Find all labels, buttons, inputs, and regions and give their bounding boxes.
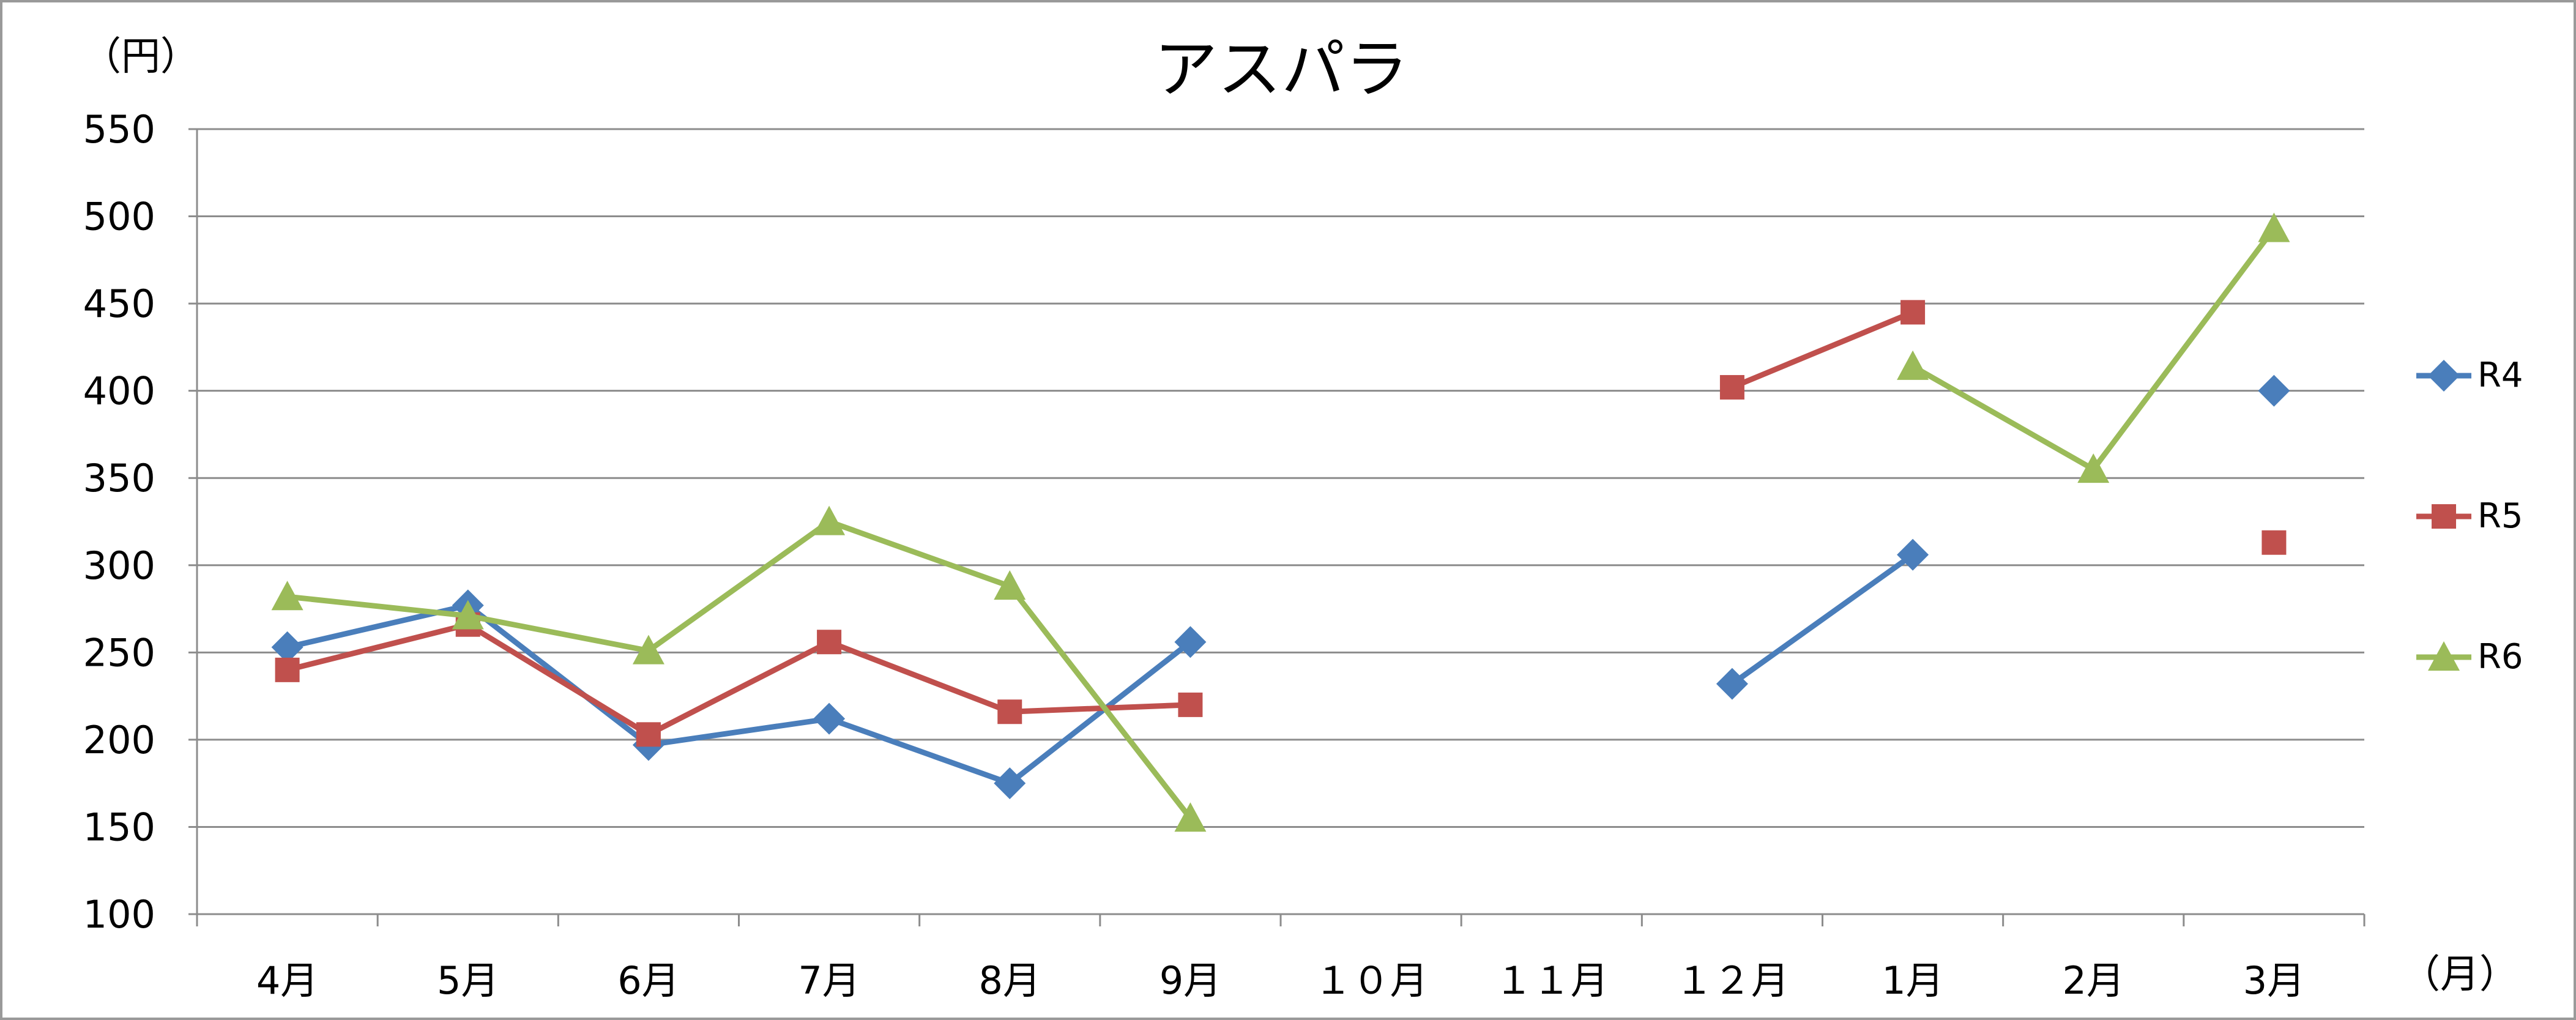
series-R5-point-5 <box>1178 692 1203 717</box>
series-R4-segment-1 <box>465 602 652 748</box>
series-R4-point-8 <box>1716 668 1748 700</box>
y-axis-unit-label: （円） <box>82 34 199 80</box>
series-layer <box>271 212 2290 832</box>
series-R4-point-3 <box>813 702 846 735</box>
series-R6-segment-4 <box>1007 583 1193 821</box>
series-R4 <box>271 374 2290 800</box>
series-R5-segment-3 <box>826 639 1013 715</box>
x-tick-label-9: 1月 <box>1882 958 1943 1003</box>
series-R6-point-11 <box>2258 212 2290 242</box>
legend-item-R6: R6 <box>2416 637 2523 677</box>
series-R5 <box>275 300 2287 747</box>
series-R6-segment-10 <box>2090 226 2277 472</box>
series-R5-point-2 <box>636 722 661 747</box>
series-R5-segment-0 <box>285 622 471 673</box>
series-R6-segment-3 <box>826 519 1013 589</box>
x-tick-label-5: 9月 <box>1160 958 1221 1003</box>
series-R4-segment-3 <box>826 716 1013 786</box>
legend-marker-R5 <box>2432 504 2456 529</box>
y-tick-label-350: 350 <box>83 456 155 501</box>
y-tick-label-400: 400 <box>83 369 155 414</box>
x-tick-label-7: １１月 <box>1495 958 1609 1003</box>
series-R4-point-0 <box>271 631 303 663</box>
y-tick-label-450: 450 <box>83 281 155 326</box>
x-tick-label-2: 6月 <box>617 958 679 1003</box>
series-R6-point-9 <box>1897 350 1929 380</box>
series-R5-point-9 <box>1900 300 1926 325</box>
chart-title: アスパラ <box>1154 32 1409 106</box>
x-tick-label-4: 8月 <box>979 958 1041 1003</box>
series-R6-point-10 <box>2077 453 2110 483</box>
series-R4-segment-8 <box>1729 552 1916 687</box>
y-tick-label-250: 250 <box>83 630 155 675</box>
series-R5-point-8 <box>1719 374 1744 400</box>
series-R6-point-5 <box>1174 802 1207 832</box>
grid-layer <box>188 128 2364 915</box>
series-R5-segment-4 <box>1007 702 1193 715</box>
series-R6-segment-1 <box>465 612 652 653</box>
x-tick-label-1: 5月 <box>437 958 499 1003</box>
series-R6-point-2 <box>632 635 664 664</box>
series-R4-point-11 <box>2258 374 2290 407</box>
series-R6-point-1 <box>452 600 484 630</box>
y-tick-label-300: 300 <box>83 543 155 588</box>
y-tick-label-150: 150 <box>83 805 155 849</box>
x-tick-label-6: １０月 <box>1314 958 1428 1003</box>
legend: R4 R5 R6 <box>2416 356 2523 677</box>
y-tick-label-550: 550 <box>83 107 155 152</box>
series-R4-point-4 <box>994 767 1026 800</box>
legend-marker-R6 <box>2428 641 2460 671</box>
series-R5-point-3 <box>817 630 842 655</box>
series-R5-segment-1 <box>465 622 652 737</box>
series-R6 <box>271 212 2290 832</box>
legend-label-R5: R5 <box>2477 496 2523 536</box>
y-tick-label-500: 500 <box>83 195 155 239</box>
series-R4-point-5 <box>1174 626 1207 658</box>
x-tick-label-0: 4月 <box>256 958 318 1003</box>
series-R4-segment-4 <box>1007 639 1193 786</box>
x-tick-label-3: 7月 <box>798 958 860 1003</box>
series-R5-segment-2 <box>646 639 832 737</box>
series-R6-point-4 <box>994 570 1026 600</box>
series-R5-point-0 <box>275 657 300 682</box>
legend-item-R5: R5 <box>2416 496 2523 536</box>
legend-marker-R4 <box>2428 360 2460 392</box>
legend-item-R4: R4 <box>2416 356 2523 395</box>
legend-label-R4: R4 <box>2477 356 2523 395</box>
series-R6-point-3 <box>813 505 846 535</box>
series-R5-segment-8 <box>1729 309 1916 390</box>
series-R6-segment-2 <box>646 519 832 653</box>
series-R6-segment-0 <box>285 594 471 619</box>
series-R6-point-0 <box>271 581 303 611</box>
x-axis-unit-label: （月） <box>2401 952 2518 997</box>
y-tick-label-100: 100 <box>83 892 155 937</box>
series-R5-point-4 <box>997 699 1022 724</box>
y-tick-label-200: 200 <box>83 718 155 762</box>
series-R5-point-11 <box>2261 530 2287 555</box>
x-tick-label-8: １２月 <box>1675 958 1789 1003</box>
series-R4-point-9 <box>1897 538 1929 571</box>
legend-label-R6: R6 <box>2477 637 2523 677</box>
axis-layer: 100 150 200 250 300 350 400 450 500 550 4月 5月 6月 7月 8月… <box>83 107 2366 1003</box>
series-R6-segment-9 <box>1910 363 2096 472</box>
x-tick-label-11: 3月 <box>2243 958 2305 1003</box>
x-tick-label-10: 2月 <box>2063 958 2124 1003</box>
series-R4-segment-2 <box>646 716 832 748</box>
